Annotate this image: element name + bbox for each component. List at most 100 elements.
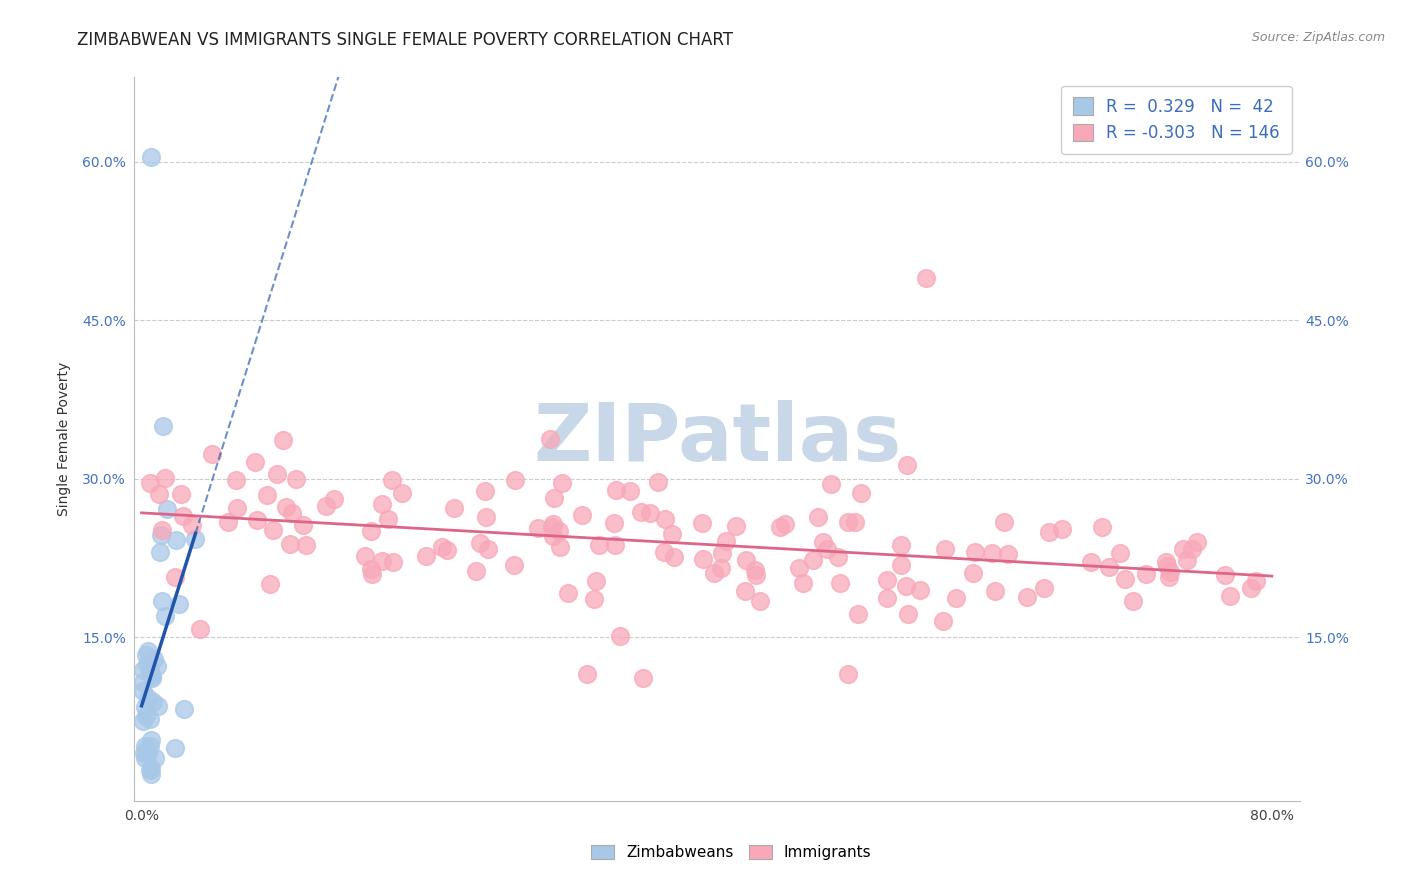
Point [1215, 568, 1237, 582]
Point [527, 521, 550, 535]
Point [773, 516, 796, 531]
Point [575, 667, 598, 681]
Text: ZIPatlas: ZIPatlas [533, 401, 901, 478]
Point [1185, 535, 1208, 549]
Point [360, 562, 382, 576]
Point [662, 549, 685, 564]
Point [745, 568, 768, 582]
Point [846, 607, 869, 621]
Point [588, 538, 610, 552]
Point [201, 447, 224, 461]
Point [134, 739, 156, 754]
Point [217, 516, 239, 530]
Point [1038, 525, 1060, 540]
Point [585, 574, 607, 588]
Point [548, 524, 571, 538]
Point [1171, 541, 1194, 556]
Point [136, 644, 159, 658]
Point [132, 663, 155, 677]
Point [142, 652, 165, 666]
Point [381, 473, 404, 487]
Point [148, 487, 170, 501]
Point [894, 579, 917, 593]
Point [224, 473, 246, 487]
Point [139, 476, 162, 491]
Point [181, 517, 204, 532]
Point [184, 532, 207, 546]
Point [165, 533, 187, 548]
Point [603, 538, 626, 552]
Point [136, 747, 159, 761]
Point [135, 648, 157, 663]
Point [543, 491, 565, 506]
Text: ZIMBABWEAN VS IMMIGRANTS SINGLE FEMALE POVERTY CORRELATION CHART: ZIMBABWEAN VS IMMIGRANTS SINGLE FEMALE P… [77, 31, 734, 49]
Point [630, 505, 652, 519]
Point [262, 524, 284, 538]
Point [1135, 567, 1157, 582]
Point [361, 567, 384, 582]
Point [170, 487, 193, 501]
Point [543, 516, 565, 531]
Point [690, 516, 713, 530]
Point [965, 544, 987, 558]
Point [914, 271, 936, 285]
Point [173, 702, 195, 716]
Point [932, 614, 955, 628]
Point [245, 455, 267, 469]
Point [172, 508, 194, 523]
Point [190, 622, 212, 636]
Point [271, 433, 294, 447]
Point [538, 432, 561, 446]
Point [815, 542, 838, 557]
Point [993, 516, 1015, 530]
Point [647, 475, 669, 489]
Point [436, 543, 458, 558]
Point [132, 746, 155, 760]
Point [541, 529, 564, 543]
Point [981, 546, 1004, 560]
Point [141, 767, 163, 781]
Point [165, 570, 187, 584]
Point [138, 690, 160, 705]
Point [226, 500, 249, 515]
Point [150, 527, 173, 541]
Point [837, 515, 859, 529]
Point [962, 566, 984, 580]
Point [391, 486, 413, 500]
Point [896, 458, 918, 472]
Point [146, 659, 169, 673]
Point [876, 573, 898, 587]
Point [827, 549, 849, 564]
Point [156, 502, 179, 516]
Point [744, 563, 766, 577]
Point [135, 709, 157, 723]
Point [354, 549, 377, 563]
Point [605, 483, 627, 497]
Point [132, 684, 155, 698]
Point [139, 764, 162, 778]
Point [134, 751, 156, 765]
Point [792, 575, 814, 590]
Point [132, 675, 155, 690]
Point [711, 546, 734, 560]
Point [1098, 560, 1121, 574]
Point [150, 594, 173, 608]
Point [1159, 565, 1181, 579]
Point [360, 524, 382, 539]
Point [132, 714, 155, 729]
Point [1175, 552, 1198, 566]
Text: Source: ZipAtlas.com: Source: ZipAtlas.com [1251, 31, 1385, 45]
Point [135, 657, 157, 671]
Point [908, 582, 931, 597]
Point [714, 533, 737, 548]
Point [415, 549, 437, 563]
Point [281, 506, 304, 520]
Point [828, 575, 851, 590]
Point [997, 547, 1019, 561]
Point [734, 584, 756, 599]
Point [1156, 558, 1178, 573]
Point [820, 476, 842, 491]
Point [477, 542, 499, 557]
Point [876, 591, 898, 606]
Point [135, 742, 157, 756]
